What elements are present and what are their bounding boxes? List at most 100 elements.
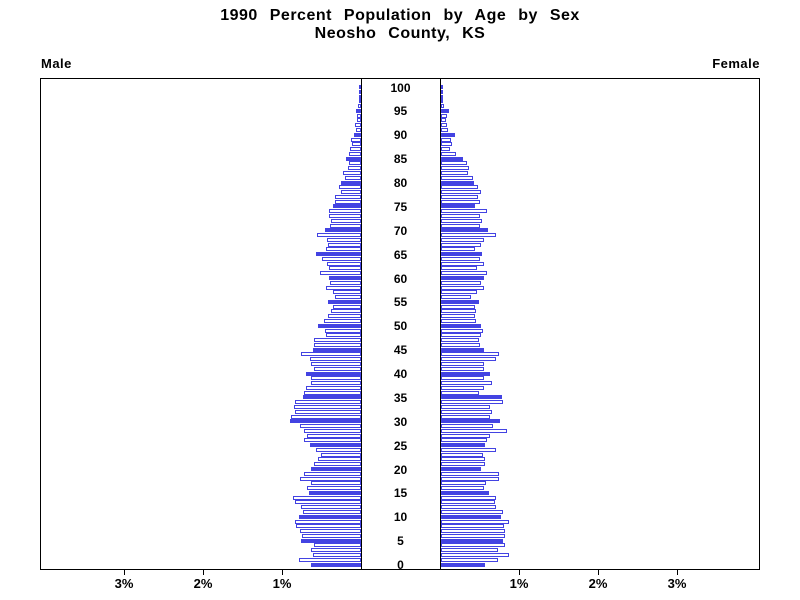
male-bar-age-29 xyxy=(300,424,361,428)
female-bar-age-84 xyxy=(441,161,467,166)
female-bar-age-61 xyxy=(441,271,487,276)
age-tick-label-5: 5 xyxy=(397,534,404,549)
male-bar-age-54 xyxy=(333,304,361,309)
female-bar-age-37 xyxy=(441,385,484,390)
female-bar-age-86 xyxy=(441,151,456,156)
male-bar-age-76 xyxy=(335,199,361,204)
male-bar-age-97 xyxy=(359,99,361,104)
male-bar-age-41 xyxy=(314,366,361,371)
female-bar-age-38 xyxy=(441,381,492,385)
female-bar-age-25 xyxy=(441,443,485,448)
age-tick-label-35: 35 xyxy=(393,390,408,405)
male-bar-age-6 xyxy=(302,533,361,538)
female-bar-age-39 xyxy=(441,376,484,381)
male-bar-age-57 xyxy=(333,290,361,295)
male-bar-age-21 xyxy=(314,462,361,467)
female-bar-age-10 xyxy=(441,514,501,519)
female-bar-age-7 xyxy=(441,529,505,534)
female-bar-age-62 xyxy=(441,266,477,271)
female-bar-age-67 xyxy=(441,242,481,247)
female-bar-age-76 xyxy=(441,199,480,204)
male-x-tick-label-3%: 3% xyxy=(114,576,134,591)
female-bar-age-55 xyxy=(441,299,479,304)
male-bar-age-3 xyxy=(311,548,361,553)
female-bar-age-81 xyxy=(441,175,473,180)
female-bar-age-89 xyxy=(441,137,451,142)
age-tick-label-30: 30 xyxy=(393,414,408,429)
age-tick-label-95: 95 xyxy=(393,104,408,119)
female-bar-age-21 xyxy=(441,462,485,467)
male-bar-age-16 xyxy=(307,486,361,491)
female-bar-age-44 xyxy=(441,352,499,357)
female-bar-age-13 xyxy=(441,500,495,505)
male-bar-age-63 xyxy=(327,261,361,266)
male-bar-age-8 xyxy=(296,524,361,529)
female-bar-age-46 xyxy=(441,342,480,347)
female-bar-age-20 xyxy=(441,467,481,471)
male-bar-age-19 xyxy=(304,471,361,476)
female-bar-age-52 xyxy=(441,314,475,319)
female-bar-age-35 xyxy=(441,395,502,400)
male-bar-age-22 xyxy=(318,457,361,462)
male-bar-age-72 xyxy=(331,218,361,223)
female-bar-age-98 xyxy=(441,94,443,99)
female-bar-age-92 xyxy=(441,123,447,128)
female-bar-age-15 xyxy=(441,490,489,495)
female-bar-age-22 xyxy=(441,457,485,462)
male-bar-age-37 xyxy=(306,385,361,390)
male-bar-age-60 xyxy=(329,276,361,280)
age-tick-label-20: 20 xyxy=(393,462,408,477)
male-bar-age-48 xyxy=(326,333,361,338)
male-bar-age-92 xyxy=(355,123,361,128)
age-tick-label-15: 15 xyxy=(393,486,408,501)
male-bar-age-17 xyxy=(311,481,361,486)
female-bar-age-100 xyxy=(441,85,443,89)
male-bar-age-52 xyxy=(328,314,361,319)
female-bar-age-51 xyxy=(441,319,476,323)
male-bar-age-91 xyxy=(356,128,361,132)
female-bar-age-43 xyxy=(441,357,496,362)
male-bar-age-13 xyxy=(295,500,361,505)
female-zero-axis-line xyxy=(440,78,441,570)
female-bar-age-23 xyxy=(441,452,483,457)
female-bar-age-94 xyxy=(441,113,447,118)
male-bar-age-27 xyxy=(307,433,361,438)
age-tick-label-25: 25 xyxy=(393,438,408,453)
male-bar-age-42 xyxy=(311,361,361,366)
age-tick-label-55: 55 xyxy=(393,295,408,310)
male-bar-age-53 xyxy=(331,309,361,314)
female-bar-age-73 xyxy=(441,213,480,218)
male-bar-age-65 xyxy=(316,252,361,257)
male-bar-age-77 xyxy=(335,194,361,199)
female-bar-age-82 xyxy=(441,170,468,175)
male-bar-age-59 xyxy=(330,280,361,285)
female-bar-age-31 xyxy=(441,414,490,419)
male-bar-age-33 xyxy=(294,404,361,409)
male-bar-age-7 xyxy=(300,529,361,534)
age-tick-label-50: 50 xyxy=(393,319,408,334)
female-bar-age-70 xyxy=(441,228,488,233)
age-tick-label-75: 75 xyxy=(393,199,408,214)
female-bar-age-42 xyxy=(441,361,484,366)
female-bar-age-50 xyxy=(441,323,481,328)
male-bar-age-100 xyxy=(359,85,361,89)
female-bar-age-34 xyxy=(441,400,503,405)
female-bar-age-33 xyxy=(441,404,490,409)
female-x-tick-label-2%: 2% xyxy=(588,576,608,591)
male-bar-age-64 xyxy=(322,256,361,261)
female-bar-age-45 xyxy=(441,347,484,352)
female-bar-age-91 xyxy=(441,128,448,132)
female-bar-age-4 xyxy=(441,543,505,548)
male-bar-age-61 xyxy=(320,271,361,276)
male-bar-age-85 xyxy=(346,156,361,161)
female-bar-age-36 xyxy=(441,390,479,395)
male-bar-age-87 xyxy=(350,147,361,152)
age-tick-label-40: 40 xyxy=(393,367,408,381)
male-bar-age-51 xyxy=(324,319,361,323)
male-bar-age-15 xyxy=(309,490,361,495)
female-bar-age-66 xyxy=(441,247,475,252)
age-tick-label-65: 65 xyxy=(393,247,408,262)
male-bar-age-79 xyxy=(339,185,361,190)
male-bar-age-71 xyxy=(330,223,361,228)
